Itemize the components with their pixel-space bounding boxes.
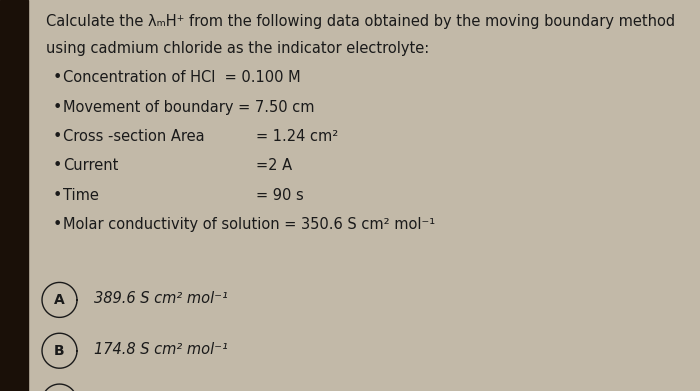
Text: •: • — [52, 158, 62, 173]
Text: Current: Current — [63, 158, 118, 173]
Text: Cross -section Area: Cross -section Area — [63, 129, 204, 144]
Text: Calculate the λₘH⁺ from the following data obtained by the moving boundary metho: Calculate the λₘH⁺ from the following da… — [46, 14, 675, 29]
Text: 389.6 S cm² mol⁻¹: 389.6 S cm² mol⁻¹ — [94, 291, 228, 306]
Bar — [0, 0, 28, 391]
Text: = 1.24 cm²: = 1.24 cm² — [256, 129, 337, 144]
Text: •: • — [52, 188, 62, 203]
Text: •: • — [52, 129, 62, 144]
Text: Movement of boundary = 7.50 cm: Movement of boundary = 7.50 cm — [63, 100, 314, 115]
Text: 174.8 S cm² mol⁻¹: 174.8 S cm² mol⁻¹ — [94, 342, 228, 357]
Text: •: • — [52, 217, 62, 232]
Text: Molar conductivity of solution = 350.6 S cm² mol⁻¹: Molar conductivity of solution = 350.6 S… — [63, 217, 435, 232]
Text: •: • — [52, 70, 62, 85]
Text: •: • — [52, 100, 62, 115]
Text: = 90 s: = 90 s — [256, 188, 303, 203]
Text: Time: Time — [63, 188, 99, 203]
Text: A: A — [54, 293, 65, 307]
Text: using cadmium chloride as the indicator electrolyte:: using cadmium chloride as the indicator … — [46, 41, 428, 56]
Text: B: B — [54, 344, 65, 358]
Text: Concentration of HCl  = 0.100 M: Concentration of HCl = 0.100 M — [63, 70, 300, 85]
Text: =2 A: =2 A — [256, 158, 292, 173]
